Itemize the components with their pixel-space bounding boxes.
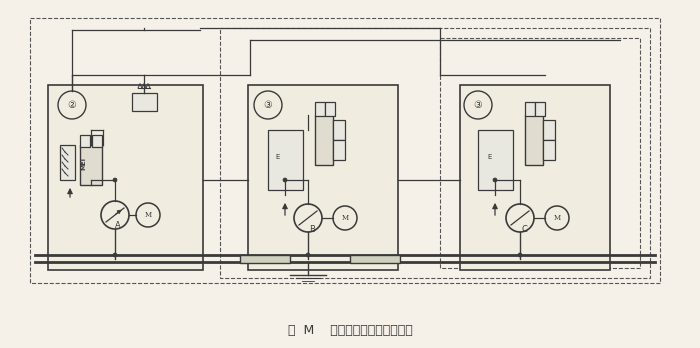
Bar	[333, 140, 345, 160]
Bar	[350, 255, 400, 263]
Bar	[80, 145, 102, 185]
Bar	[268, 130, 303, 190]
Bar	[543, 120, 555, 140]
Bar	[315, 102, 325, 116]
Bar	[30, 18, 660, 283]
Bar	[315, 115, 333, 165]
Bar	[478, 130, 513, 190]
Text: A: A	[115, 221, 121, 230]
Text: ③: ③	[474, 100, 482, 110]
Text: 图  M    原液压泵控制系统原理图: 图 M 原液压泵控制系统原理图	[288, 324, 412, 337]
Bar	[460, 85, 610, 270]
Bar	[325, 102, 335, 116]
Bar	[310, 90, 390, 180]
Text: ②: ②	[68, 100, 76, 110]
Text: C: C	[521, 224, 527, 234]
Bar	[80, 135, 90, 147]
Text: ③: ③	[264, 100, 272, 110]
Text: M: M	[144, 211, 152, 219]
Bar	[220, 28, 650, 278]
Text: M: M	[342, 214, 349, 222]
Text: E: E	[488, 154, 492, 160]
Bar	[525, 115, 543, 165]
Bar	[248, 85, 398, 270]
Bar	[92, 135, 102, 147]
Bar	[48, 85, 203, 270]
Bar	[132, 93, 157, 111]
Text: MEI: MEI	[81, 157, 87, 169]
Text: M: M	[554, 214, 561, 222]
Circle shape	[306, 253, 310, 257]
Circle shape	[283, 178, 287, 182]
Bar	[333, 120, 345, 140]
Bar	[525, 102, 535, 116]
Bar	[125, 90, 193, 160]
Text: E: E	[276, 154, 280, 160]
Circle shape	[493, 178, 497, 182]
Circle shape	[113, 253, 117, 257]
Text: B: B	[309, 224, 315, 234]
Bar	[240, 255, 290, 263]
Circle shape	[518, 253, 522, 257]
Circle shape	[113, 178, 117, 182]
Bar	[60, 145, 75, 180]
Bar	[543, 140, 555, 160]
Bar	[440, 38, 640, 268]
Bar	[535, 102, 545, 116]
Bar	[520, 90, 602, 180]
